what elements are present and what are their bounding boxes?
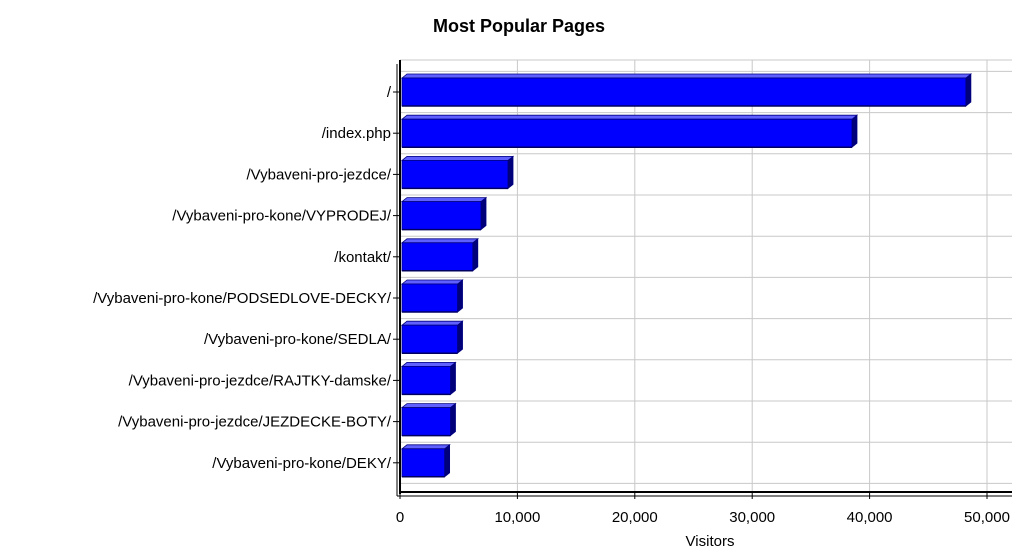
bar-top bbox=[400, 279, 464, 285]
chart-title: Most Popular Pages bbox=[433, 16, 605, 36]
category-label: /Vybaveni-pro-kone/SEDLA/ bbox=[204, 331, 392, 348]
category-label: /Vybaveni-pro-jezdce/RAJTKY-damske/ bbox=[129, 372, 392, 389]
x-tick-label: 30,000 bbox=[729, 509, 775, 526]
grid-lines bbox=[400, 59, 1012, 492]
bar bbox=[400, 279, 464, 313]
bar bbox=[400, 320, 464, 355]
bar bbox=[400, 114, 859, 149]
category-label: /Vybaveni-pro-kone/PODSEDLOVE-DECKY/ bbox=[93, 290, 392, 307]
bar-front bbox=[401, 242, 474, 272]
bar-top bbox=[400, 114, 859, 120]
category-labels: / /index.php/Vybaveni-pro-jezdce/ /Vybaven… bbox=[93, 84, 392, 472]
bar bbox=[400, 402, 457, 437]
bar bbox=[400, 155, 515, 190]
bar-top bbox=[400, 444, 451, 450]
bar-top bbox=[400, 320, 464, 326]
bars bbox=[400, 73, 973, 478]
bar-front bbox=[401, 448, 446, 478]
bar-top bbox=[400, 361, 457, 367]
category-label: /Vybaveni-pro-jezdce/JEZDECKE-BOTY/ bbox=[118, 414, 392, 431]
bar-top bbox=[400, 197, 488, 203]
bar-front bbox=[401, 365, 451, 395]
category-label: /index.php bbox=[322, 125, 391, 142]
bar-top bbox=[400, 238, 479, 244]
bar-side bbox=[851, 114, 858, 149]
bar-front bbox=[401, 201, 482, 231]
bar bbox=[400, 361, 457, 396]
bar-side bbox=[457, 320, 463, 355]
bar-side bbox=[450, 361, 456, 396]
bar-front bbox=[401, 77, 967, 107]
bar-side bbox=[507, 155, 514, 190]
bar-top bbox=[400, 403, 457, 409]
tick-labels: 0 10,000 20,000 30,000 40,000 50,000 bbox=[396, 509, 1010, 526]
x-tick-label: 20,000 bbox=[612, 509, 658, 526]
bar bbox=[400, 443, 451, 478]
bar-side bbox=[450, 402, 456, 437]
bar-side bbox=[444, 443, 451, 478]
category-label: /Vybaveni-pro-kone/VYPRODEJ/ bbox=[172, 208, 392, 225]
x-axis-label: Visitors bbox=[686, 533, 735, 547]
bar-front bbox=[401, 324, 458, 354]
x-tick-label: 0 bbox=[396, 509, 404, 526]
bar-side bbox=[480, 196, 487, 231]
category-label: /Vybaveni-pro-kone/DEKY/ bbox=[212, 455, 392, 472]
bar-top bbox=[400, 73, 973, 79]
axes bbox=[393, 60, 1012, 499]
x-tick-label: 50,000 bbox=[964, 509, 1010, 526]
bar-front bbox=[401, 283, 458, 313]
bar bbox=[400, 237, 479, 272]
category-label: /Vybaveni-pro-jezdce/ bbox=[246, 166, 391, 183]
bar-front bbox=[401, 118, 853, 148]
category-label: /kontakt/ bbox=[334, 249, 392, 266]
bar-side bbox=[472, 237, 479, 272]
category-label: / bbox=[387, 84, 392, 101]
bar-side bbox=[965, 73, 972, 107]
bar bbox=[400, 73, 973, 107]
bar-top bbox=[400, 155, 515, 161]
x-tick-label: 40,000 bbox=[847, 509, 893, 526]
bar-side bbox=[457, 279, 463, 313]
bar-front bbox=[401, 159, 509, 189]
x-tick-label: 10,000 bbox=[494, 509, 540, 526]
bar-front bbox=[401, 407, 451, 437]
bar bbox=[400, 196, 488, 231]
